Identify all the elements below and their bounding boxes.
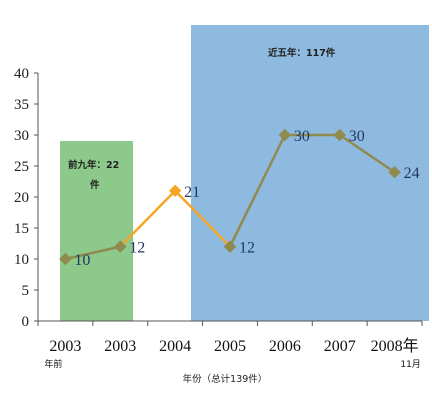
series-lines: [64, 133, 396, 261]
x-tick-label: 2003: [104, 338, 136, 355]
shaded-region-first-nine-years: [60, 141, 133, 321]
data-point-marker: [59, 252, 72, 266]
y-tick-label: 0: [22, 314, 30, 330]
annotation-first-nine-years-line2: 件: [90, 179, 100, 191]
series-markers: [59, 128, 401, 266]
y-tick-label: 25: [14, 159, 29, 175]
y-tick-label: 30: [14, 128, 29, 144]
x-axis-title: 年份（总计139件）: [183, 373, 268, 385]
data-point-marker: [333, 128, 346, 142]
data-label: 10: [74, 252, 90, 269]
data-point-marker: [168, 184, 182, 198]
series-line-segment: [228, 133, 287, 248]
data-label: 12: [129, 240, 145, 257]
y-tick-label: 40: [14, 66, 29, 82]
data-point-marker: [278, 128, 292, 142]
y-axis-ticks: 0 5 10 15 20 25 30 35 40: [14, 66, 38, 330]
x-tick-label: 2004: [159, 338, 191, 355]
data-label: 21: [184, 184, 200, 201]
y-tick-label: 10: [14, 252, 29, 268]
x-tick-sublabel: 11月: [400, 359, 420, 370]
x-tick-label: 2005: [214, 338, 246, 355]
x-tick-label: 2003: [49, 338, 81, 355]
annotation-first-nine-years-line1: 前九年：22: [68, 159, 119, 171]
x-tick-label: 2008年: [371, 337, 419, 355]
data-label: 30: [349, 128, 365, 145]
data-point-marker: [114, 240, 127, 253]
annotation-last-five-years: 近五年：117件: [268, 47, 336, 59]
series-line-segment: [338, 133, 396, 174]
data-label: 30: [294, 128, 310, 145]
y-tick-label: 20: [14, 190, 29, 206]
y-tick-label: 15: [14, 221, 29, 237]
y-tick-label: 5: [22, 283, 30, 299]
data-label: 12: [239, 240, 255, 257]
x-tick-label: 2007: [324, 338, 356, 355]
data-label: 24: [404, 165, 420, 182]
data-point-marker: [388, 165, 401, 179]
x-axis-ticks: 2003 年前 2003 2004 2005 2006 2007 2008年 11月: [37, 321, 423, 370]
series-line-segment: [64, 245, 122, 261]
series-line-segment: [119, 189, 177, 248]
data-labels: 10 12 21 12 30 30 24: [74, 128, 419, 269]
data-point-marker: [223, 240, 237, 253]
x-tick-label: 2006: [269, 338, 301, 355]
series-line-segment: [173, 189, 232, 248]
x-tick-sublabel: 年前: [44, 358, 62, 370]
y-tick-label: 35: [14, 97, 29, 113]
